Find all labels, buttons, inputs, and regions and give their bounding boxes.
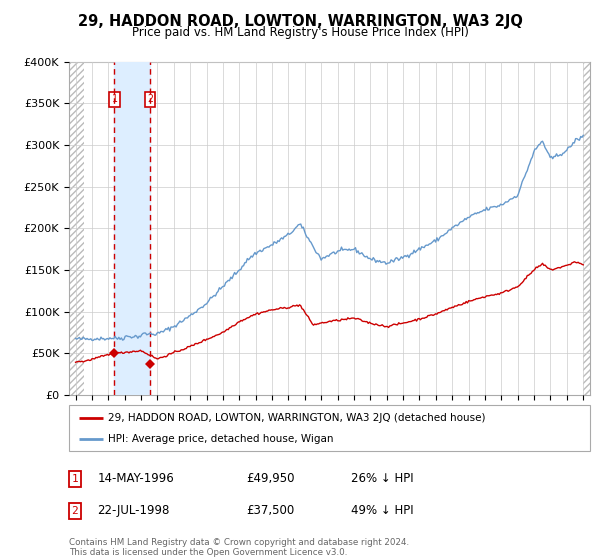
- Text: 2: 2: [71, 506, 79, 516]
- Text: 26% ↓ HPI: 26% ↓ HPI: [351, 472, 413, 486]
- Text: £37,500: £37,500: [246, 504, 294, 517]
- Text: 29, HADDON ROAD, LOWTON, WARRINGTON, WA3 2JQ (detached house): 29, HADDON ROAD, LOWTON, WARRINGTON, WA3…: [108, 413, 485, 423]
- Text: 22-JUL-1998: 22-JUL-1998: [97, 504, 170, 517]
- Text: 1: 1: [71, 474, 79, 484]
- Polygon shape: [583, 62, 590, 395]
- Text: 2: 2: [147, 94, 153, 104]
- Text: 14-MAY-1996: 14-MAY-1996: [97, 472, 174, 486]
- Text: Price paid vs. HM Land Registry's House Price Index (HPI): Price paid vs. HM Land Registry's House …: [131, 26, 469, 39]
- Text: £49,950: £49,950: [246, 472, 295, 486]
- Polygon shape: [69, 62, 84, 395]
- Text: Contains HM Land Registry data © Crown copyright and database right 2024.
This d: Contains HM Land Registry data © Crown c…: [69, 538, 409, 557]
- FancyBboxPatch shape: [69, 405, 590, 451]
- Text: 49% ↓ HPI: 49% ↓ HPI: [351, 504, 413, 517]
- Text: 1: 1: [112, 94, 118, 104]
- Text: 29, HADDON ROAD, LOWTON, WARRINGTON, WA3 2JQ: 29, HADDON ROAD, LOWTON, WARRINGTON, WA3…: [77, 14, 523, 29]
- Bar: [115, 62, 150, 395]
- Text: HPI: Average price, detached house, Wigan: HPI: Average price, detached house, Wiga…: [108, 434, 334, 444]
